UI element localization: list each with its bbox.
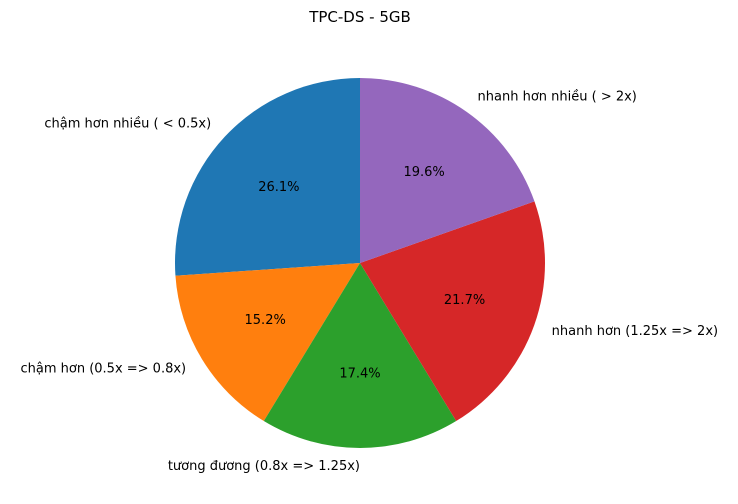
pie-slice-4 [360,201,545,422]
pie-slice-5 [360,77,535,263]
slice-category-label: tương đương (0.8x => 1.25x) [168,459,360,474]
slice-category-label: chậm hơn (0.5x => 0.8x) [20,361,186,376]
pie-slice-3 [263,263,457,449]
slice-percent-label: 26.1% [258,180,299,195]
slice-category-label: nhanh hơn nhiều ( > 2x) [478,89,637,104]
chart-title: TPC-DS - 5GB [308,8,411,26]
slice-category-label: nhanh hơn (1.25x => 2x) [552,324,718,339]
pie-slice-2 [175,263,360,422]
slice-percent-label: 15.2% [245,313,286,328]
slice-category-label: chậm hơn nhiều ( < 0.5x) [44,117,211,132]
pie-slice-1 [174,78,360,276]
slice-percent-label: 21.7% [444,293,485,308]
pie-slices [174,77,545,449]
slice-percent-label: 17.4% [339,367,380,382]
pie-labels: 26.1% chậm hơn nhiều ( < 0.5x) 15.2% chậm h… [20,89,718,474]
slice-percent-label: 19.6% [403,165,444,180]
